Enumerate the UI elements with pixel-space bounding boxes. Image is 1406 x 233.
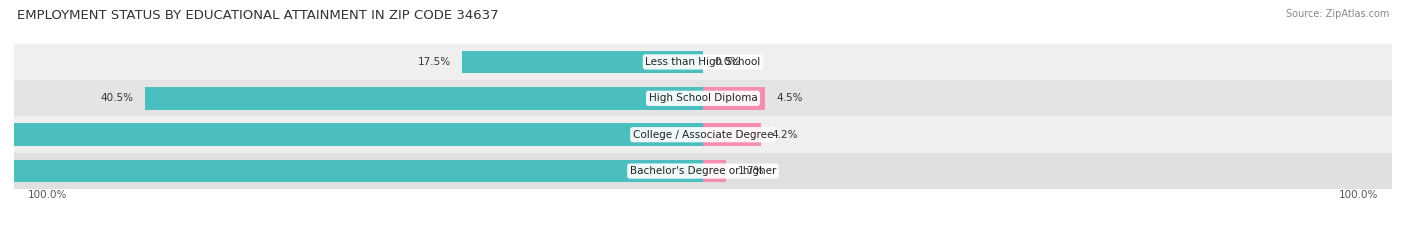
- Text: 0.0%: 0.0%: [714, 57, 741, 67]
- Text: 40.5%: 40.5%: [101, 93, 134, 103]
- Text: EMPLOYMENT STATUS BY EDUCATIONAL ATTAINMENT IN ZIP CODE 34637: EMPLOYMENT STATUS BY EDUCATIONAL ATTAINM…: [17, 9, 499, 22]
- Bar: [703, 123, 761, 146]
- Bar: [145, 87, 703, 110]
- Bar: [703, 160, 727, 182]
- Bar: [0, 160, 703, 182]
- Bar: [14, 116, 1392, 153]
- Bar: [703, 87, 765, 110]
- Text: College / Associate Degree: College / Associate Degree: [633, 130, 773, 140]
- Text: 100.0%: 100.0%: [28, 190, 67, 200]
- Text: 4.2%: 4.2%: [772, 130, 799, 140]
- Text: Less than High School: Less than High School: [645, 57, 761, 67]
- Bar: [14, 153, 1392, 189]
- Text: 17.5%: 17.5%: [418, 57, 451, 67]
- Text: 4.5%: 4.5%: [776, 93, 803, 103]
- Text: 100.0%: 100.0%: [1339, 190, 1378, 200]
- Text: Source: ZipAtlas.com: Source: ZipAtlas.com: [1285, 9, 1389, 19]
- Text: 1.7%: 1.7%: [738, 166, 763, 176]
- Bar: [463, 51, 703, 73]
- Bar: [14, 80, 1392, 116]
- Text: Bachelor's Degree or higher: Bachelor's Degree or higher: [630, 166, 776, 176]
- Bar: [14, 44, 1392, 80]
- Bar: [3, 123, 703, 146]
- Text: High School Diploma: High School Diploma: [648, 93, 758, 103]
